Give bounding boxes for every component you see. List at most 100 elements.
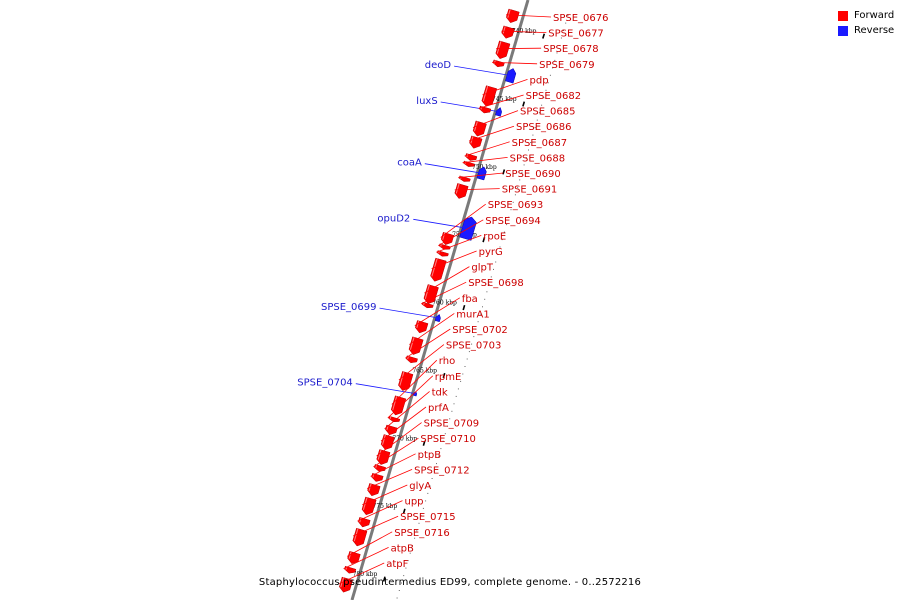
scale-dot	[558, 45, 560, 46]
forward-gene-leader	[414, 297, 461, 326]
scale-dot	[401, 582, 402, 584]
forward-gene-highlight	[399, 371, 405, 386]
forward-gene-highlight	[507, 9, 511, 18]
forward-gene-leader	[436, 235, 482, 253]
scale-dot	[484, 298, 486, 300]
scale-dot	[488, 283, 490, 285]
scale-dot	[482, 306, 483, 308]
forward-gene-label: SPSE_0685	[520, 107, 576, 118]
scale-dot	[519, 179, 521, 181]
scale-dots	[396, 15, 569, 599]
scale-dot	[563, 30, 564, 31]
scale-dot	[451, 410, 453, 412]
forward-gene-leader	[373, 437, 419, 468]
scale-dot	[425, 500, 427, 502]
scale-dot	[449, 418, 451, 420]
forward-gene-leader	[458, 172, 504, 179]
scale-dot	[479, 313, 481, 315]
scale-dot	[501, 239, 503, 241]
scale-dot	[552, 67, 554, 69]
forward-gene-highlight	[416, 320, 420, 329]
forward-gene-leader	[370, 453, 416, 477]
scale-dot	[398, 590, 400, 591]
forward-gene-label: atpB	[391, 543, 414, 554]
forward-gene-label: SPSE_0693	[488, 200, 544, 211]
scale-dot	[556, 52, 558, 54]
forward-gene-highlight	[377, 449, 382, 460]
forward-gene-leader	[464, 141, 510, 157]
scale-dot	[471, 343, 473, 345]
forward-gene-arrow	[430, 257, 447, 282]
forward-gene-leader	[440, 203, 486, 238]
forward-gene-label: upp	[405, 497, 424, 508]
reverse-swatch-icon	[838, 25, 848, 36]
forward-gene-highlight	[493, 60, 496, 64]
scale-dot	[567, 15, 569, 17]
legend-label-reverse: Reverse	[854, 25, 895, 36]
scale-dot	[431, 478, 433, 479]
scale-dot	[409, 552, 411, 554]
scale-dot	[514, 194, 516, 196]
reverse-gene-label: SPSE_0704	[297, 378, 353, 389]
legend-item-reverse: Reverse	[838, 23, 898, 38]
scale-dot	[536, 119, 538, 121]
scale-dot	[521, 171, 523, 173]
forward-gene-highlight	[382, 434, 386, 445]
forward-gene-leader	[362, 484, 408, 506]
reverse-gene-leader	[424, 163, 485, 175]
forward-gene-leader	[366, 469, 413, 489]
kbp-tick-mark	[502, 169, 506, 175]
genome-backbone	[350, 0, 530, 600]
forward-gene-label: SPSE_0682	[526, 91, 582, 102]
forward-gene-label: fba	[462, 294, 478, 305]
reverse-gene-leader	[413, 218, 474, 230]
scale-dot	[475, 328, 477, 330]
scale-dot	[499, 246, 501, 248]
scale-dot	[490, 276, 492, 278]
scale-dot	[411, 545, 413, 547]
forward-gene-leader	[438, 219, 484, 246]
forward-gene-label: SPSE_0686	[516, 122, 572, 133]
forward-gene-highlight	[502, 26, 506, 34]
forward-gene-label: SPSE_0702	[452, 325, 508, 336]
forward-gene-leader	[424, 266, 470, 294]
reverse-gene-label: luxS	[416, 96, 437, 107]
forward-gene-label: SPSE_0694	[485, 216, 541, 227]
forward-gene-leader	[496, 47, 542, 50]
forward-gene-leader	[468, 125, 515, 142]
scale-dot	[462, 373, 464, 375]
scale-dot	[543, 97, 545, 99]
scale-dot	[407, 560, 409, 562]
forward-gene-label: atpF	[386, 559, 408, 570]
forward-gene-leader	[347, 531, 393, 557]
scale-dot	[549, 74, 551, 76]
scale-dot	[403, 575, 405, 577]
forward-gene-label: rpoE	[483, 231, 506, 242]
scale-dot	[532, 134, 534, 136]
forward-gene-highlight	[423, 302, 425, 305]
forward-gene-label: SPSE_0709	[424, 419, 480, 430]
reverse-gene-leader	[379, 307, 440, 319]
scale-dot	[442, 440, 444, 442]
reverse-gene-label: SPSE_0699	[321, 302, 377, 313]
forward-gene-leader	[472, 110, 519, 128]
forward-gene-label: SPSE_0715	[400, 512, 456, 523]
forward-gene-leader	[391, 359, 438, 405]
reverse-gene-leader	[355, 383, 416, 395]
forward-gene-label: SPSE_0677	[548, 29, 604, 40]
forward-gene-leader	[343, 547, 389, 569]
kbp-tick-label: 775 kbp	[373, 503, 398, 510]
scale-dot	[503, 231, 505, 233]
forward-gene-label: SPSE_0710	[420, 434, 476, 445]
kbp-tick-mark	[422, 440, 426, 446]
scale-dot	[477, 321, 479, 323]
forward-gene-label: tdk	[432, 387, 448, 398]
scale-dot	[455, 395, 457, 397]
kbp-tick-mark	[442, 372, 446, 379]
reverse-gene-label: deoD	[425, 60, 452, 71]
forward-gene-label: SPSE_0703	[446, 341, 502, 352]
genome-caption: Staphylococcus pseudintermedius ED99, co…	[258, 577, 642, 588]
scale-dot	[508, 216, 510, 218]
